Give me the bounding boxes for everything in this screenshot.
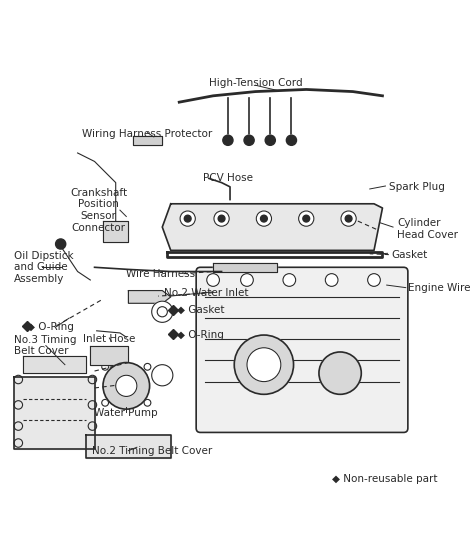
Text: No.2 Timing Belt Cover: No.2 Timing Belt Cover bbox=[92, 446, 213, 456]
Circle shape bbox=[319, 352, 361, 394]
Text: Wiring Harness Protector: Wiring Harness Protector bbox=[82, 129, 213, 139]
Polygon shape bbox=[103, 221, 128, 242]
Circle shape bbox=[152, 301, 173, 323]
Circle shape bbox=[218, 215, 225, 222]
FancyBboxPatch shape bbox=[196, 267, 408, 432]
Text: Inlet Hose: Inlet Hose bbox=[83, 334, 136, 344]
Circle shape bbox=[241, 274, 253, 286]
Circle shape bbox=[265, 135, 275, 146]
Polygon shape bbox=[213, 263, 277, 272]
Circle shape bbox=[152, 365, 173, 386]
Polygon shape bbox=[23, 356, 86, 373]
Circle shape bbox=[368, 274, 380, 286]
Circle shape bbox=[244, 135, 254, 146]
Circle shape bbox=[55, 239, 66, 249]
Polygon shape bbox=[86, 435, 171, 458]
Text: Engine Wire: Engine Wire bbox=[408, 283, 470, 293]
Text: ◆ Non-reusable part: ◆ Non-reusable part bbox=[332, 474, 437, 484]
Circle shape bbox=[299, 211, 314, 226]
Circle shape bbox=[286, 135, 297, 146]
Polygon shape bbox=[128, 291, 171, 304]
Circle shape bbox=[345, 215, 352, 222]
Circle shape bbox=[303, 215, 310, 222]
Circle shape bbox=[184, 215, 191, 222]
Text: Spark Plug: Spark Plug bbox=[389, 182, 445, 192]
Circle shape bbox=[341, 211, 356, 226]
Circle shape bbox=[214, 211, 229, 226]
Circle shape bbox=[116, 375, 137, 396]
Circle shape bbox=[325, 274, 338, 286]
Text: Gasket: Gasket bbox=[391, 250, 427, 260]
Circle shape bbox=[223, 135, 233, 146]
Polygon shape bbox=[162, 204, 383, 250]
Text: PCV Hose: PCV Hose bbox=[203, 174, 253, 183]
Text: ◆ Gasket: ◆ Gasket bbox=[177, 305, 225, 315]
Text: ◆ O-Ring: ◆ O-Ring bbox=[177, 330, 224, 340]
Circle shape bbox=[103, 362, 150, 409]
Text: Crankshaft
Position
Sensor
Connector: Crankshaft Position Sensor Connector bbox=[70, 188, 128, 232]
Circle shape bbox=[265, 135, 275, 146]
Text: No.3 Timing
Belt Cover: No.3 Timing Belt Cover bbox=[14, 335, 77, 356]
Text: Oil Dipstick
and Guide
Assembly: Oil Dipstick and Guide Assembly bbox=[14, 251, 74, 284]
Text: No.2 Water Inlet: No.2 Water Inlet bbox=[164, 288, 249, 298]
Text: Cylinder
Head Cover: Cylinder Head Cover bbox=[397, 218, 458, 240]
Circle shape bbox=[247, 348, 281, 381]
Circle shape bbox=[207, 274, 219, 286]
Circle shape bbox=[256, 211, 272, 226]
Text: ◆ O-Ring: ◆ O-Ring bbox=[27, 321, 73, 332]
Circle shape bbox=[286, 135, 297, 146]
Circle shape bbox=[180, 211, 195, 226]
Circle shape bbox=[223, 135, 233, 146]
Polygon shape bbox=[91, 346, 128, 365]
Circle shape bbox=[261, 215, 267, 222]
Text: High-Tension Cord: High-Tension Cord bbox=[209, 78, 302, 88]
Text: Water Pump: Water Pump bbox=[94, 408, 158, 418]
Circle shape bbox=[283, 274, 296, 286]
Circle shape bbox=[244, 135, 254, 146]
Text: Wire Harness: Wire Harness bbox=[126, 269, 195, 279]
Polygon shape bbox=[133, 136, 162, 144]
Circle shape bbox=[234, 335, 293, 394]
Polygon shape bbox=[14, 377, 94, 449]
